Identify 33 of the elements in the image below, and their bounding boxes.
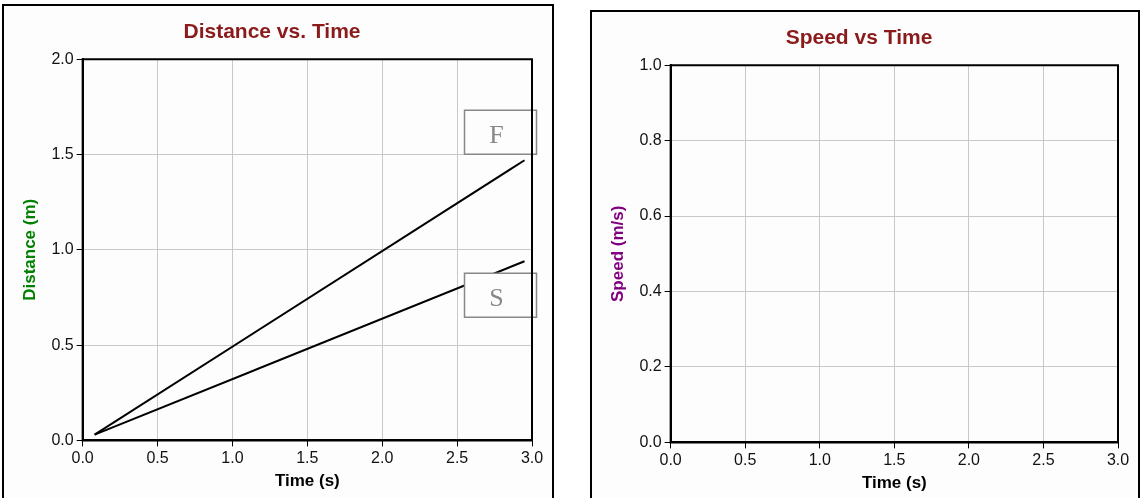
y-tick-label: 0.4	[639, 281, 662, 299]
x-tick-label: 1.0	[808, 451, 831, 469]
y-axis-title: Speed (m/s)	[607, 205, 627, 302]
y-tick-label: 0.5	[51, 335, 74, 353]
y-tick-label: 1.5	[51, 144, 74, 162]
x-tick-label: 0.5	[734, 451, 757, 469]
y-tick-label: 1.0	[639, 55, 662, 73]
y-tick-label: 2.0	[51, 49, 74, 67]
y-tick-label: 0.0	[51, 430, 74, 448]
x-axis-title: Time (s)	[861, 473, 927, 493]
x-tick-label: 0.0	[659, 451, 682, 469]
x-tick-label: 2.0	[957, 451, 981, 469]
y-axis-title: Distance (m)	[19, 198, 39, 301]
y-tick-label: 1.0	[51, 240, 74, 258]
y-tick-label: 0.0	[639, 432, 662, 450]
y-tick-label: 0.8	[639, 131, 662, 149]
chart-title: Distance vs. Time	[183, 19, 361, 43]
x-tick-label: 1.0	[221, 449, 244, 467]
x-tick-label: 0.0	[71, 449, 94, 467]
series-label: F	[489, 120, 504, 150]
x-tick-label: 2.0	[371, 449, 394, 467]
x-tick-label: 3.0	[1106, 451, 1130, 469]
x-axis-title: Time (s)	[274, 471, 340, 491]
y-tick-label: 0.6	[639, 206, 662, 224]
chart-title: Speed vs Time	[785, 25, 933, 49]
x-tick-label: 1.5	[296, 449, 319, 467]
x-tick-label: 0.5	[146, 449, 169, 467]
y-tick-label: 0.2	[639, 357, 662, 375]
x-tick-label: 1.5	[883, 451, 906, 469]
x-tick-label: 2.5	[1032, 451, 1055, 469]
x-tick-label: 3.0	[520, 449, 544, 467]
x-tick-label: 2.5	[445, 449, 469, 467]
series-label: S	[489, 283, 504, 313]
